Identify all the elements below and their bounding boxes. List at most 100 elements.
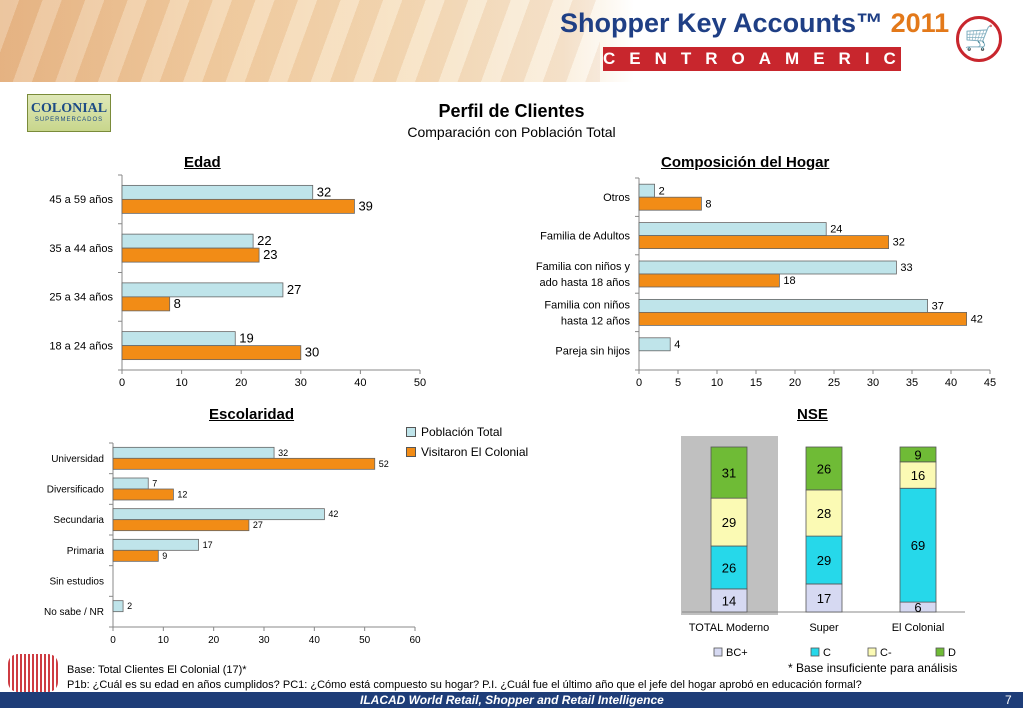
hogar-x-tick-label: 20 [789, 377, 801, 389]
escolaridad-data-label: 52 [379, 459, 389, 469]
escolaridad-bar [112, 549, 159, 562]
escolaridad-data-label: 17 [203, 540, 213, 550]
nse-legend-label: C- [880, 647, 892, 659]
hogar-category-label: hasta 12 años [561, 315, 631, 327]
escolaridad-bar [112, 477, 149, 490]
edad-data-label: 22 [257, 233, 271, 248]
escolaridad-data-label: 7 [152, 479, 157, 489]
hogar-data-label: 32 [893, 237, 905, 249]
hogar-category-label: Pareja sin hijos [555, 346, 630, 358]
escolaridad-bar [112, 538, 199, 551]
escolaridad-x-tick-label: 50 [359, 635, 371, 646]
edad-data-label: 19 [239, 331, 253, 346]
escolaridad-bar [112, 457, 376, 470]
hogar-data-label: 2 [659, 185, 665, 197]
edad-x-tick-label: 50 [414, 377, 426, 389]
legend-label: Población Total [421, 425, 503, 439]
legend-swatch [406, 447, 416, 457]
legend-item-visitaron: Visitaron El Colonial [406, 442, 528, 462]
escolaridad-category-label: Sin estudios [50, 577, 104, 588]
edad-bar [121, 345, 302, 361]
escolaridad-data-label: 9 [162, 551, 167, 561]
edad-data-label: 32 [317, 184, 331, 199]
escolaridad-category-label: Secundaria [53, 515, 104, 526]
escolaridad-bar [112, 600, 124, 613]
footer-note: * Base insuficiente para análisis [788, 661, 958, 675]
escolaridad-bar [112, 519, 250, 532]
hogar-bar [638, 235, 890, 250]
chart-title-nse: NSE [797, 406, 828, 423]
escolaridad-category-label: Primaria [67, 546, 105, 557]
nse-segment [710, 545, 748, 590]
edad-data-label: 39 [358, 198, 372, 213]
edad-data-label: 23 [263, 247, 277, 262]
hogar-bar [638, 183, 656, 198]
nse-category-label: El Colonial [892, 622, 945, 634]
bottom-bar-text: ILACAD World Retail, Shopper and Retail … [360, 693, 664, 707]
edad-data-label: 30 [305, 345, 319, 360]
hogar-x-tick-label: 10 [711, 377, 723, 389]
edad-x-tick-label: 10 [175, 377, 187, 389]
nse-category-label: TOTAL Moderno [689, 622, 770, 634]
nse-legend-label: D [948, 647, 956, 659]
nse-data-label: 69 [911, 538, 925, 553]
escolaridad-category-label: No sabe / NR [44, 607, 104, 618]
edad-data-label: 27 [287, 282, 301, 297]
escolaridad-data-label: 32 [278, 448, 288, 458]
hogar-x-tick-label: 5 [675, 377, 681, 389]
hogar-bar [638, 260, 897, 275]
escolaridad-x-tick-label: 30 [258, 635, 270, 646]
nse-data-label: 29 [722, 515, 736, 530]
legend-label: Visitaron El Colonial [421, 445, 529, 459]
brand-title: Shopper Key Accounts™ 2011 [560, 8, 949, 39]
escolaridad-data-label: 27 [253, 520, 263, 530]
hogar-category-label: Otros [603, 192, 630, 204]
edad-bar [121, 198, 355, 214]
logo-name: COLONIAL [30, 101, 108, 116]
hogar-x-tick-label: 15 [750, 377, 762, 389]
hogar-bar [638, 337, 671, 352]
header-photo-strip [0, 0, 600, 82]
nse-legend-swatch [810, 647, 820, 657]
escolaridad-category-label: Diversificado [47, 485, 105, 496]
hogar-bar [638, 298, 929, 313]
hogar-bar [638, 273, 780, 288]
nse-data-label: 31 [722, 466, 736, 481]
hogar-data-label: 4 [674, 339, 680, 351]
hogar-category-label: Familia con niños [544, 299, 630, 311]
escolaridad-x-tick-label: 20 [208, 635, 220, 646]
nse-legend-swatch [935, 647, 945, 657]
nse-data-label: 29 [817, 553, 831, 568]
hogar-x-tick-label: 0 [636, 377, 642, 389]
edad-bar [121, 184, 314, 200]
legend-item-poblacion: Población Total [406, 422, 528, 442]
nse-data-label: 17 [817, 591, 831, 606]
hogar-data-label: 8 [705, 198, 711, 210]
footer-question: P1b: ¿Cuál es su edad en años cumplidos?… [67, 679, 862, 691]
nse-data-label: 28 [817, 506, 831, 521]
escolaridad-category-label: Universidad [51, 454, 104, 465]
edad-category-label: 25 a 34 años [49, 292, 113, 304]
header-banner: Shopper Key Accounts™ 2011 CENTROAMERICA… [0, 0, 1023, 82]
edad-data-label: 8 [174, 296, 181, 311]
logo-tagline: SUPERMERCADOS [34, 117, 104, 123]
nse-segment [710, 446, 748, 499]
bottom-bar: ILACAD World Retail, Shopper and Retail … [0, 692, 1023, 708]
escolaridad-x-tick-label: 60 [409, 635, 421, 646]
edad-bar [121, 331, 236, 347]
hogar-bar [638, 196, 702, 211]
nse-segment [805, 535, 843, 585]
legend-swatch [406, 427, 416, 437]
hogar-category-label: ado hasta 18 años [539, 277, 630, 289]
chart-title-escolaridad: Escolaridad [209, 406, 295, 423]
edad-x-tick-label: 0 [119, 377, 125, 389]
barcode-logo [8, 654, 58, 692]
nse-segment [805, 446, 843, 491]
escolaridad-x-tick-label: 10 [158, 635, 170, 646]
hogar-data-label: 33 [900, 262, 912, 274]
escolaridad-bar [112, 446, 275, 459]
hogar-x-tick-label: 40 [945, 377, 957, 389]
edad-category-label: 18 a 24 años [49, 340, 113, 352]
nse-segment [899, 461, 937, 489]
page-subtitle: Comparación con Población Total [407, 124, 616, 140]
